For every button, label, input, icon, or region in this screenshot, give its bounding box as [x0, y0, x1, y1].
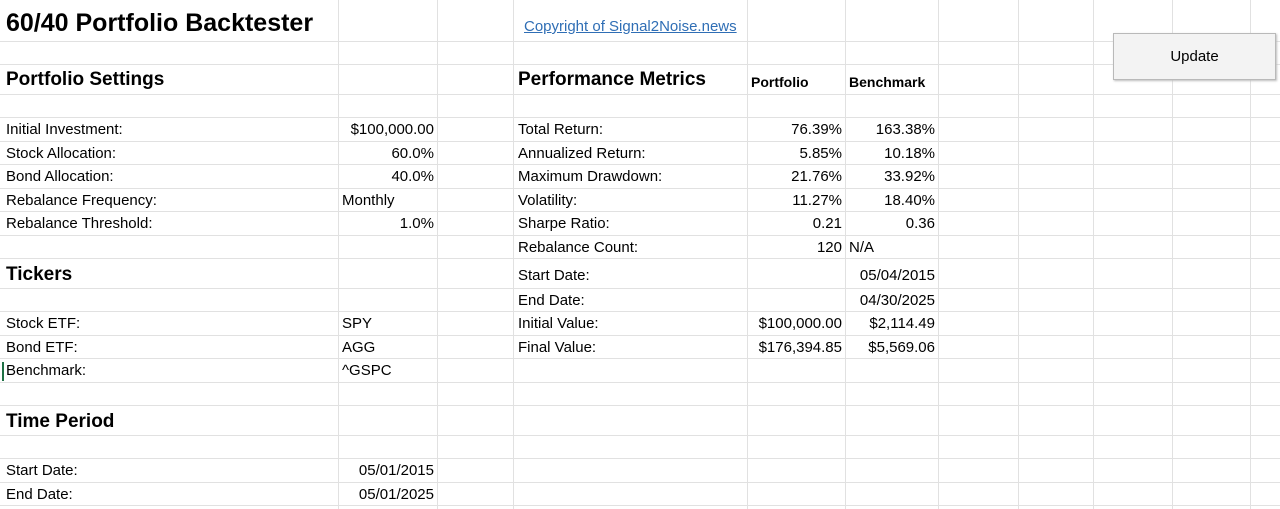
ticker-value-cell[interactable]: ^GSPC: [342, 362, 392, 379]
setting-value-cell[interactable]: 40.0%: [391, 168, 434, 185]
setting-label: Rebalance Frequency:: [6, 192, 157, 209]
ticker-value-cell[interactable]: SPY: [342, 315, 373, 332]
sheet-title: 60/40 Portfolio Backtester: [6, 9, 314, 37]
performance-metrics-header: Performance Metrics: [518, 69, 706, 90]
tickers-header: Tickers: [6, 264, 73, 285]
setting-label: Bond Allocation:: [6, 168, 114, 185]
metric-benchmark-cell[interactable]: N/A: [849, 239, 875, 256]
ticker-label: Bond ETF:: [6, 339, 78, 356]
setting-value-cell[interactable]: 60.0%: [391, 145, 434, 162]
metric-label: Rebalance Count:: [518, 239, 639, 256]
metric-portfolio-cell[interactable]: 21.76%: [791, 168, 842, 185]
setting-value-cell[interactable]: Monthly: [342, 192, 395, 209]
metric-portfolio-cell[interactable]: 0.21: [812, 215, 842, 232]
update-button-label: Update: [1170, 48, 1219, 65]
metric-portfolio-cell[interactable]: 76.39%: [791, 121, 842, 138]
copyright-link[interactable]: Copyright of Signal2Noise.news: [524, 18, 737, 35]
setting-label: Stock Allocation:: [6, 145, 117, 162]
metric-benchmark-cell[interactable]: 163.38%: [875, 121, 935, 138]
metric-benchmark-cell[interactable]: 0.36: [905, 215, 935, 232]
metric-portfolio-cell[interactable]: 120: [816, 239, 842, 256]
metric-label: Final Value:: [518, 339, 597, 356]
metric-label: Total Return:: [518, 121, 604, 138]
metric-benchmark-cell[interactable]: $5,569.06: [868, 339, 935, 356]
metric-benchmark-cell[interactable]: 05/04/2015: [859, 267, 935, 284]
metric-portfolio-cell[interactable]: 11.27%: [792, 192, 842, 209]
setting-label: Initial Investment:: [6, 121, 123, 138]
time-period-header: Time Period: [6, 411, 115, 432]
time-period-label: Start Date:: [6, 462, 78, 479]
portfolio-settings-header: Portfolio Settings: [6, 69, 165, 90]
metric-benchmark-cell[interactable]: 10.18%: [884, 145, 935, 162]
metric-benchmark-cell[interactable]: $2,114.49: [869, 315, 935, 332]
setting-label: Rebalance Threshold:: [6, 215, 153, 232]
metric-benchmark-cell[interactable]: 04/30/2025: [859, 292, 935, 309]
update-button[interactable]: Update: [1113, 33, 1276, 80]
metric-portfolio-cell[interactable]: $100,000.00: [758, 315, 842, 332]
portfolio-column-header: Portfolio: [751, 74, 809, 90]
ticker-label: Benchmark:: [6, 362, 87, 379]
benchmark-column-header: Benchmark: [849, 74, 926, 90]
metric-benchmark-cell[interactable]: 33.92%: [884, 168, 935, 185]
metric-benchmark-cell[interactable]: 18.40%: [884, 192, 935, 209]
time-period-value-cell[interactable]: 05/01/2025: [358, 486, 434, 503]
metric-label: Start Date:: [518, 267, 590, 284]
time-period-label: End Date:: [6, 486, 73, 503]
metric-portfolio-cell[interactable]: $176,394.85: [758, 339, 842, 356]
metric-label: End Date:: [518, 292, 585, 309]
metric-label: Annualized Return:: [518, 145, 646, 162]
setting-value-cell[interactable]: $100,000.00: [350, 121, 434, 138]
ticker-label: Stock ETF:: [6, 315, 81, 332]
time-period-value-cell[interactable]: 05/01/2015: [358, 462, 434, 479]
metric-label: Maximum Drawdown:: [518, 168, 663, 185]
setting-value-cell[interactable]: 1.0%: [399, 215, 434, 232]
ticker-value-cell[interactable]: AGG: [342, 339, 376, 356]
metric-label: Volatility:: [518, 192, 578, 209]
metric-label: Sharpe Ratio:: [518, 215, 610, 232]
metric-label: Initial Value:: [518, 315, 599, 332]
active-cell-edge: [2, 362, 4, 381]
metric-portfolio-cell[interactable]: 5.85%: [799, 145, 842, 162]
